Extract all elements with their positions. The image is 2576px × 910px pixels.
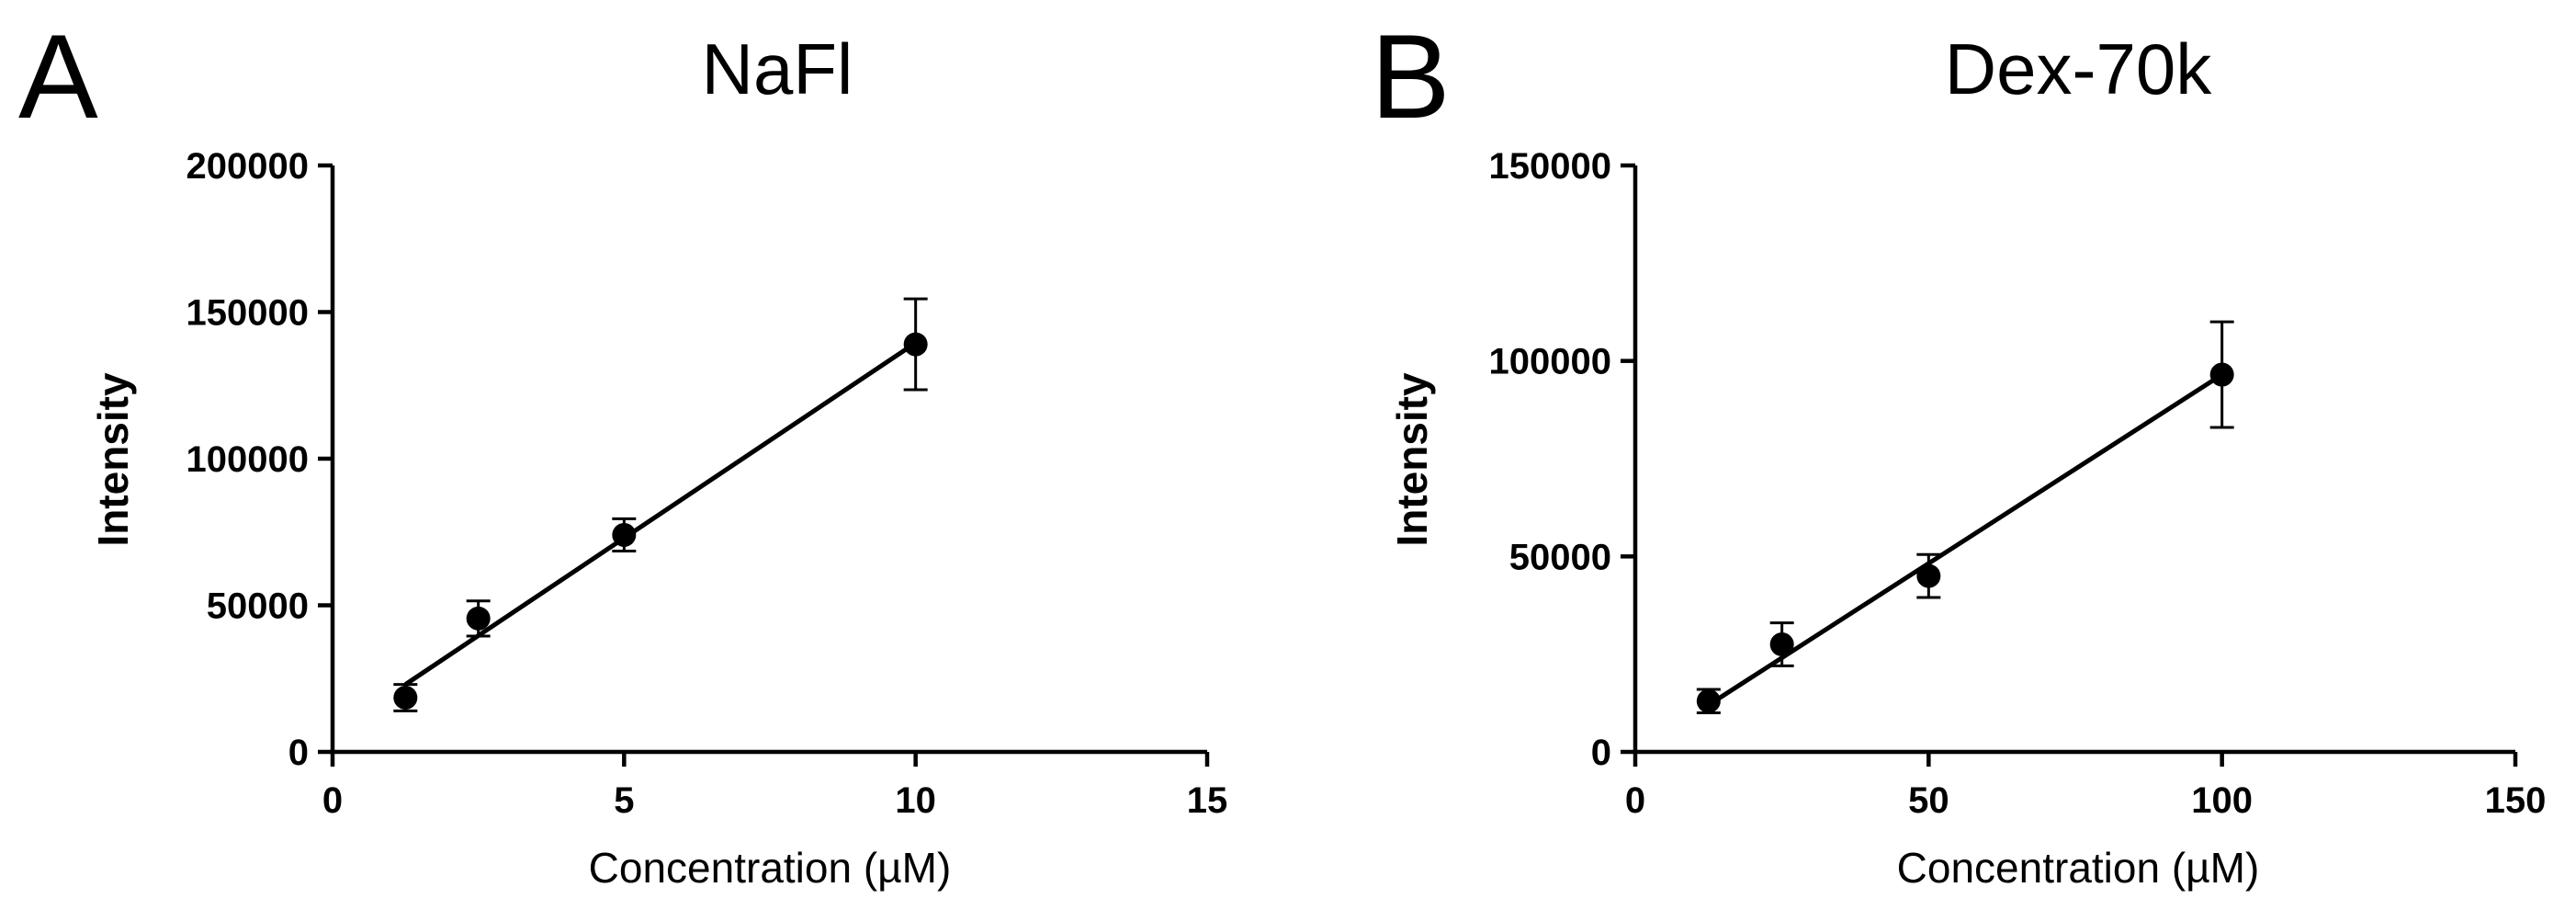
y-tick-label: 150000 [186, 293, 309, 334]
y-tick-label: 150000 [1489, 146, 1611, 187]
data-point [2209, 362, 2234, 387]
y-tick-label: 100000 [186, 439, 309, 480]
x-tick-label: 0 [1625, 780, 1645, 821]
panel-letter: A [18, 9, 98, 143]
chart-panel-b: B Dex-70k Intensity Concentration (µM) 0… [1371, 9, 2546, 892]
data-point [466, 606, 491, 631]
chart-title: NaFl [702, 28, 853, 109]
data-point [1696, 688, 1721, 713]
y-tick-label: 0 [288, 733, 309, 773]
x-tick-label: 15 [1187, 780, 1228, 821]
fit-line [403, 340, 918, 687]
x-axis-title: Concentration (µM) [589, 844, 952, 892]
chart-title: Dex-70k [1945, 28, 2212, 109]
chart-panel-a: A NaFl Intensity Concentration (µM) 0 500… [18, 9, 1227, 892]
x-tick-label: 5 [614, 780, 634, 821]
data-point [1916, 563, 1941, 588]
data-point [393, 685, 418, 710]
x-tick-label: 0 [322, 780, 343, 821]
y-axis-title: Intensity [89, 372, 137, 547]
y-axis-title: Intensity [1388, 372, 1436, 547]
y-tick-label: 200000 [186, 146, 309, 187]
x-tick-label: 50 [1908, 780, 1949, 821]
y-tick-label: 100000 [1489, 342, 1611, 382]
data-point [612, 522, 637, 547]
y-tick-label: 0 [1591, 733, 1611, 773]
fit-line [1707, 372, 2224, 708]
x-axis-title: Concentration (µM) [1897, 844, 2260, 892]
y-tick-label: 50000 [1509, 537, 1611, 577]
y-tick-label: 50000 [207, 586, 309, 627]
x-tick-label: 10 [895, 780, 936, 821]
data-point [1769, 632, 1794, 657]
data-point [903, 332, 928, 357]
panel-letter: B [1371, 9, 1451, 143]
x-tick-label: 100 [2191, 780, 2253, 821]
x-tick-label: 150 [2485, 780, 2547, 821]
